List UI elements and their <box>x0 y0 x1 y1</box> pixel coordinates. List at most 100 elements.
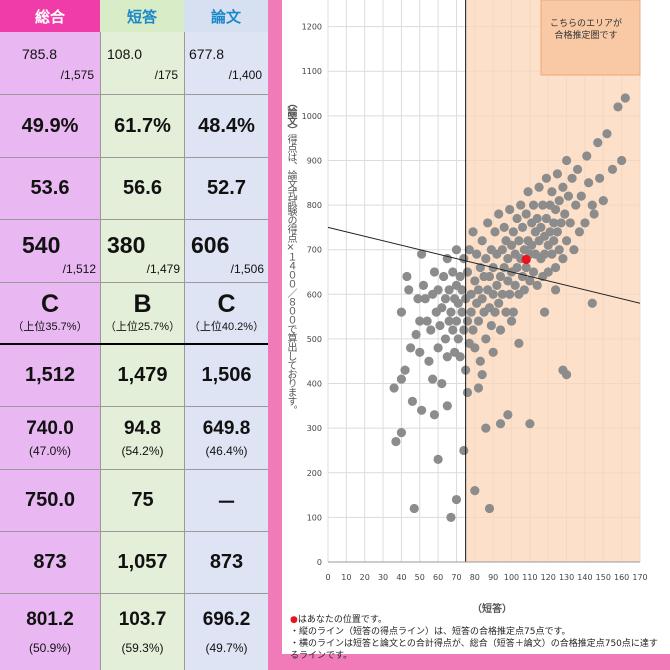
data-point <box>587 200 597 210</box>
data-point <box>602 129 612 139</box>
data-point <box>455 352 465 362</box>
passline-total: 750.0 <box>24 489 76 511</box>
data-point <box>444 285 454 295</box>
data-point <box>547 249 557 259</box>
data-point <box>554 196 564 206</box>
pct-essay: 48.4% <box>198 114 255 137</box>
y-axis-label-body: 得点は、論文式試験の得点×１４００／８００で算出しております。 <box>285 134 296 414</box>
x-tick-label: 0 <box>325 573 330 582</box>
data-point <box>470 343 480 353</box>
data-point <box>409 503 419 514</box>
passavg-short-pct: (59.3%) <box>121 641 164 655</box>
data-point <box>462 387 473 398</box>
data-point <box>439 271 449 282</box>
pct-short: 61.7% <box>114 114 171 137</box>
data-point <box>550 204 561 215</box>
data-point <box>444 316 454 326</box>
data-point <box>584 178 594 188</box>
data-point <box>448 325 458 335</box>
data-point <box>580 218 590 228</box>
y-tick-label: 0 <box>317 558 322 567</box>
data-point <box>534 182 544 192</box>
avg-essay: 649.8 <box>202 418 251 439</box>
data-point <box>561 236 572 246</box>
grade-total: C <box>40 290 60 318</box>
data-point <box>389 383 399 393</box>
data-point <box>464 245 474 255</box>
y-tick-label: 1100 <box>302 67 322 76</box>
data-point <box>446 307 456 317</box>
data-point <box>550 262 561 273</box>
rank-essay-of: /1,506 <box>230 262 264 276</box>
grade-short-sub: （上位25.7%） <box>104 321 181 333</box>
data-point <box>407 396 418 406</box>
data-point <box>595 173 605 183</box>
data-point <box>415 347 425 357</box>
score-short: 108.0 <box>107 46 143 62</box>
score-short-max: /175 <box>154 68 178 82</box>
data-point <box>468 227 478 237</box>
data-point <box>470 276 480 286</box>
data-point <box>549 218 559 228</box>
data-point <box>424 356 434 366</box>
data-point <box>459 445 469 456</box>
data-point <box>521 209 531 219</box>
data-point <box>446 512 456 522</box>
data-point <box>556 218 566 228</box>
data-point <box>506 316 517 326</box>
data-point <box>525 276 535 286</box>
data-point <box>448 267 458 277</box>
y-tick-label: 600 <box>307 290 322 299</box>
passline-essay: － <box>216 492 237 514</box>
data-point <box>420 294 430 304</box>
data-point <box>532 213 542 224</box>
data-point <box>477 236 487 246</box>
data-point <box>437 378 447 389</box>
data-point <box>567 173 577 183</box>
data-point <box>402 271 412 282</box>
row-passer-average: 801.2 (50.9%) 103.7 (59.3%) 696.2 (49.7%) <box>0 594 268 670</box>
data-point <box>521 262 531 273</box>
y-tick-label: 1000 <box>302 112 322 121</box>
row-grade: C （上位35.7%） B （上位25.7%） C （上位40.2%） <box>0 283 268 345</box>
data-point <box>475 356 485 366</box>
y-tick-label: 400 <box>307 380 322 389</box>
data-point <box>481 254 491 264</box>
data-point <box>451 316 462 326</box>
data-point <box>462 267 473 277</box>
avg-short-pct: (54.2%) <box>121 444 164 458</box>
data-point <box>483 218 493 228</box>
row-highest: 873 1,057 873 <box>0 532 268 594</box>
data-point <box>470 486 480 496</box>
data-point <box>576 191 586 201</box>
data-point <box>472 249 482 259</box>
data-point <box>442 401 452 411</box>
data-point <box>486 320 496 331</box>
y-tick-label: 300 <box>307 424 322 433</box>
data-point <box>617 155 627 166</box>
data-point <box>552 169 563 179</box>
avg-total-pct: (47.0%) <box>28 444 72 458</box>
avg-total: 740.0 <box>26 418 74 439</box>
data-point <box>508 307 518 317</box>
score-table: 総合 短答 論文 785.8 /1,575 108.0 /175 677.8 /… <box>0 0 268 670</box>
rank-short-of: /1,479 <box>146 262 180 276</box>
data-point <box>569 245 579 255</box>
pass-zone-label-line1: こちらのエリアが <box>549 19 622 29</box>
data-point <box>468 325 478 335</box>
note-1-text: はあなたの位置です。 <box>297 615 387 625</box>
data-point <box>552 227 563 237</box>
data-point <box>510 280 520 290</box>
data-point <box>481 334 491 344</box>
data-point <box>501 307 511 317</box>
data-point <box>405 343 416 353</box>
data-point <box>514 338 524 348</box>
passavg-essay: 696.2 <box>202 609 251 630</box>
rank-short: 380 <box>107 232 146 258</box>
data-point <box>396 428 407 438</box>
data-point <box>422 316 432 326</box>
avg-essay-pct: (46.4%) <box>205 444 248 458</box>
data-point <box>428 374 438 384</box>
data-point <box>538 200 548 210</box>
data-point <box>488 347 498 357</box>
